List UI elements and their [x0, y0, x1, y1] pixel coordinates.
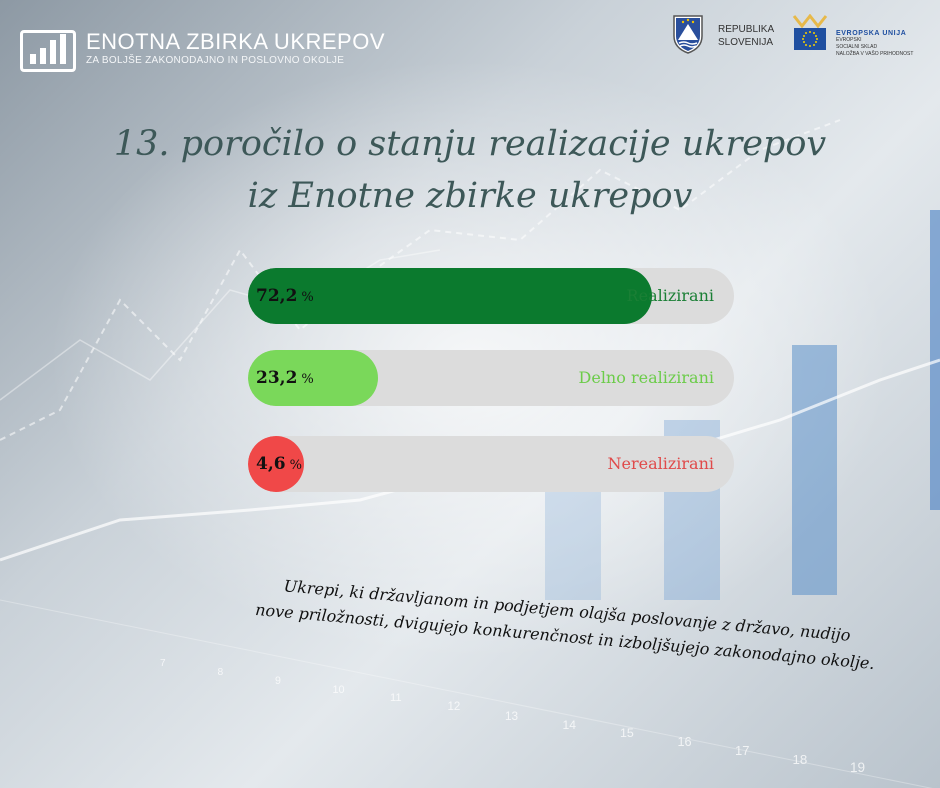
- bar-category-label-1: Realizirani: [626, 286, 714, 305]
- bar-category-label-2: Delno realizirani: [578, 368, 714, 387]
- background-axis-tick: 19: [850, 760, 866, 775]
- slovenia-crest-icon: [673, 15, 703, 54]
- bar-value-unit: %: [301, 372, 314, 387]
- background-axis-tick: 13: [505, 709, 519, 723]
- background-axis-tick: 14: [562, 717, 576, 732]
- bar-track-3: 4,6% Nerealizirani: [248, 436, 734, 492]
- background-axis-tick: 15: [620, 726, 634, 740]
- bar-value-label-2: 23,2%: [256, 350, 314, 406]
- bar-value-label-3: 4,6%: [256, 436, 302, 492]
- page-title: 13. poročilo o stanju realizacije ukrepo…: [0, 118, 940, 222]
- bar-value-number: 72,2: [256, 286, 298, 306]
- eu-flag-icon: [794, 28, 826, 50]
- bar-value-unit: %: [289, 458, 302, 473]
- bar-value-label-1: 72,2%: [256, 268, 314, 324]
- background-axis-tick: 9: [275, 675, 281, 687]
- background-axis-tick: 11: [390, 692, 402, 704]
- esf-mark-icon: [792, 14, 828, 56]
- eu-line-1: EVROPSKA UNIJA: [836, 30, 907, 37]
- bar-track-2: 23,2% Delno realizirani: [248, 350, 734, 406]
- bar-fill-1: [248, 268, 652, 324]
- eu-logo: EVROPSKA UNIJA EVROPSKI SOCIALNI SKLAD N…: [792, 14, 913, 58]
- bar-fill-2: [248, 350, 378, 406]
- background-axis-tick: 10: [332, 683, 345, 696]
- background-axis-tick: 7: [160, 658, 166, 669]
- brand-subtitle: ZA BOLJŠE ZAKONODAJNO IN POSLOVNO OKOLJE: [86, 55, 345, 66]
- brand-header: ENOTNA ZBIRKA UKREPOV ZA BOLJŠE ZAKONODA…: [20, 30, 385, 72]
- bar-value-number: 23,2: [256, 368, 298, 388]
- bar-value-unit: %: [301, 290, 314, 305]
- government-line-2: SLOVENIJA: [718, 37, 774, 48]
- eu-line-2: EVROPSKI: [836, 37, 862, 43]
- bar-fill-3: [248, 436, 304, 492]
- title-line-1: 13. poročilo o stanju realizacije ukrepo…: [113, 124, 827, 164]
- brand-title: ENOTNA ZBIRKA UKREPOV: [86, 29, 386, 54]
- bar-value-number: 4,6: [256, 454, 286, 474]
- government-line-1: REPUBLIKA: [718, 24, 775, 35]
- bar-chart-logo-icon: [20, 30, 76, 72]
- eu-line-3: SOCIALNI SKLAD: [836, 44, 878, 50]
- background-axis-tick: 16: [677, 734, 692, 749]
- government-logo: REPUBLIKA SLOVENIJA: [672, 14, 774, 54]
- bar-category-label-3: Nerealizirani: [607, 454, 714, 473]
- background-axis-tick: 17: [735, 743, 750, 758]
- background-axis-tick: 12: [447, 700, 461, 713]
- eu-line-4: NALOŽBA V VAŠO PRIHODNOST: [836, 51, 914, 57]
- title-line-2: iz Enotne zbirke ukrepov: [247, 176, 693, 216]
- background-axis-tick: 18: [792, 751, 808, 767]
- bar-track-1: 72,2% Realizirani: [248, 268, 734, 324]
- background-axis-tick: 8: [217, 666, 224, 678]
